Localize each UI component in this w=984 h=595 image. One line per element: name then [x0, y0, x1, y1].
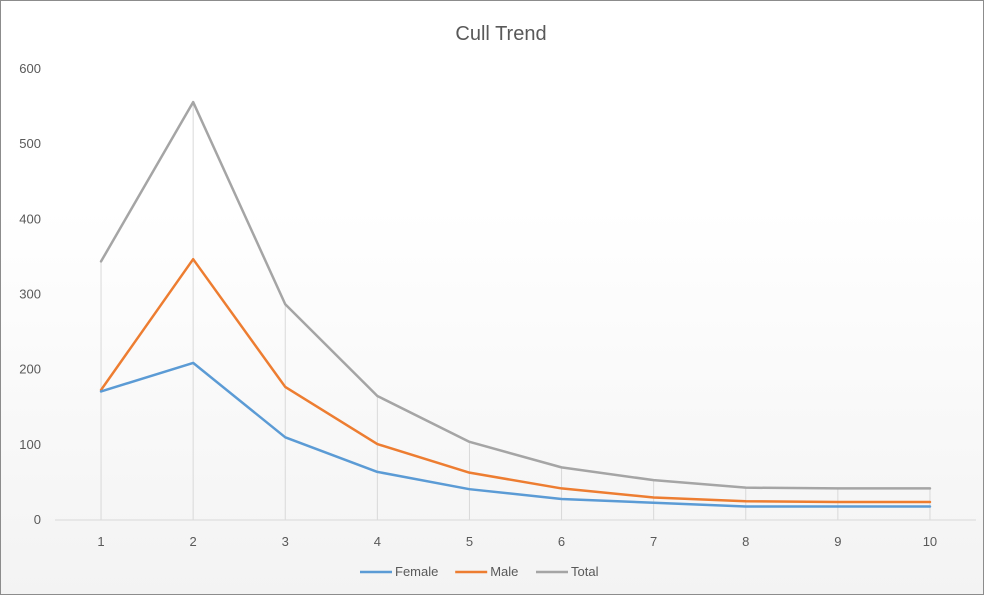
legend-label-total: Total [571, 564, 599, 579]
y-tick-label: 200 [19, 362, 41, 377]
series-line-female [99, 361, 932, 508]
x-tick-label: 9 [834, 534, 841, 549]
series-line-male [99, 257, 932, 504]
legend-label-female: Female [395, 564, 438, 579]
axes: 0 100 200 300 400 500 600 1 2 3 4 5 6 7 8 9 10 [19, 61, 976, 549]
y-tick-label: 600 [19, 61, 41, 76]
x-tick-label: 5 [466, 534, 473, 549]
y-tick-label: 400 [19, 211, 41, 226]
legend-label-male: Male [490, 564, 518, 579]
y-tick-label: 0 [34, 512, 41, 527]
legend: Female Male Total [360, 564, 599, 579]
y-tick-label: 500 [19, 136, 41, 151]
gridlines [100, 102, 931, 520]
x-tick-label: 1 [97, 534, 104, 549]
x-tick-label: 8 [742, 534, 749, 549]
series-lines [99, 100, 932, 508]
y-tick-label: 100 [19, 437, 41, 452]
x-tick-label: 3 [282, 534, 289, 549]
x-tick-label: 4 [374, 534, 381, 549]
x-tick-label: 7 [650, 534, 657, 549]
chart-title: Cull Trend [455, 23, 546, 45]
series-line-total [99, 100, 932, 490]
y-tick-label: 300 [19, 287, 41, 302]
x-tick-label: 6 [558, 534, 565, 549]
x-tick-label: 2 [190, 534, 197, 549]
x-tick-label: 10 [923, 534, 937, 549]
